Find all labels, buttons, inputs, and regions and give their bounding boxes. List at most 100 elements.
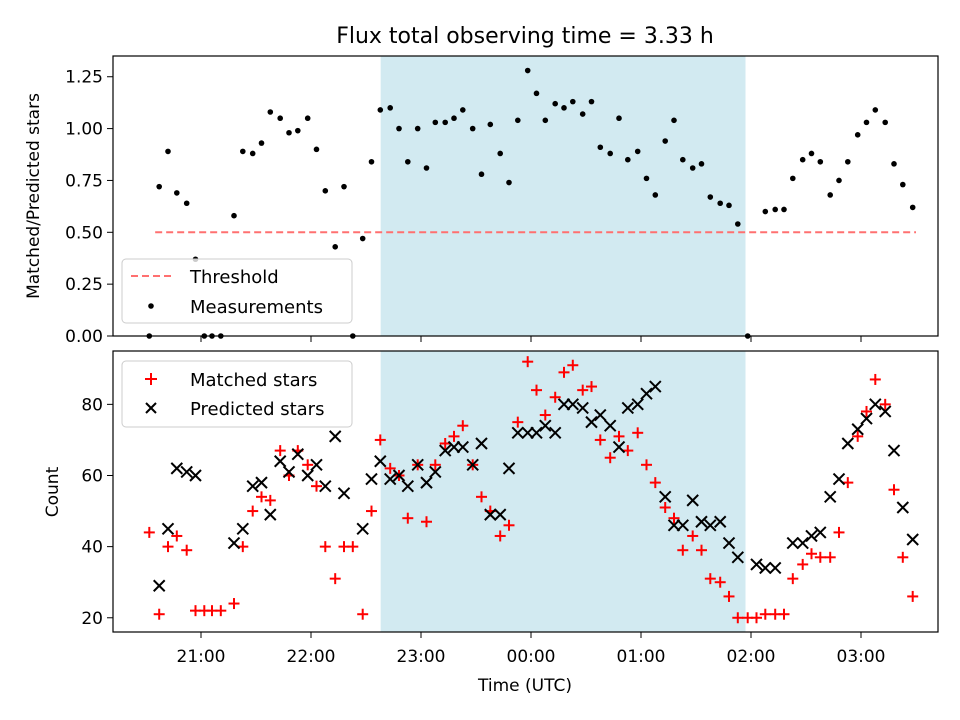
matched-stars-point <box>522 356 534 368</box>
measurement-point <box>497 150 504 157</box>
predicted-stars-point <box>273 455 287 468</box>
predicted-stars-point <box>814 526 827 539</box>
predicted-stars-point <box>420 476 433 489</box>
predicted-stars-point <box>878 405 892 418</box>
measurement-point <box>579 111 586 117</box>
predicted-stars-point <box>337 487 351 500</box>
predicted-stars-point <box>447 440 461 454</box>
predicted-stars-point <box>511 426 525 440</box>
measurement-point <box>808 150 815 157</box>
measurement-point <box>396 125 402 132</box>
matched-stars-point <box>531 384 542 396</box>
measurement-point <box>240 148 246 155</box>
predicted-stars-point <box>676 519 690 532</box>
predicted-stars-point <box>180 465 193 479</box>
predicted-stars-point <box>704 519 717 532</box>
matched-stars-point <box>374 434 386 446</box>
measurement-point <box>735 221 741 227</box>
matched-stars-point <box>797 558 809 570</box>
matched-stars-point <box>842 477 854 489</box>
predicted-stars-point <box>282 465 296 479</box>
predicted-stars-point <box>429 465 442 479</box>
measurement-point <box>258 140 265 146</box>
matched-stars-point <box>215 605 227 617</box>
predicted-stars-point <box>658 490 672 504</box>
predicted-stars-point <box>713 515 727 528</box>
ratio-y-tick-label: 1.00 <box>65 120 103 140</box>
predicted-stars-point <box>152 579 166 592</box>
predicted-stars-point <box>851 423 864 436</box>
measurement-point <box>332 244 339 250</box>
predicted-stars-point <box>585 415 598 429</box>
measurement-point <box>451 115 457 122</box>
matched-stars-point <box>181 544 193 556</box>
measurement-point <box>542 117 549 124</box>
predicted-stars-point <box>411 458 424 472</box>
matched-stars-point <box>759 608 771 620</box>
predicted-stars-point <box>356 522 369 536</box>
predicted-stars-point <box>502 462 516 475</box>
matched-stars-point <box>879 398 891 410</box>
ratio-y-tick-label: 1.25 <box>65 68 103 88</box>
measurement-point <box>762 208 769 215</box>
predicted-stars-point <box>557 398 571 411</box>
predicted-stars-point <box>667 519 681 532</box>
predicted-stars-point <box>466 458 479 472</box>
predicted-stars-point <box>484 508 497 521</box>
matched-stars-point <box>833 526 845 538</box>
predicted-stars-point <box>722 536 736 550</box>
measurement-point <box>267 109 274 115</box>
matched-stars-point <box>622 445 634 457</box>
matched-stars-point <box>171 530 183 542</box>
measurement-point <box>707 194 714 200</box>
matched-stars-point <box>787 573 799 585</box>
measurement-point <box>414 125 421 132</box>
x-tick-label: 01:00 <box>617 647 666 667</box>
matched-stars-point <box>366 505 377 517</box>
measurement-point <box>174 190 180 196</box>
ratio-legend: Threshold Measurements <box>121 258 353 324</box>
matched-stars-point <box>632 427 644 439</box>
predicted-stars-point <box>731 551 745 564</box>
x-tick-label: 00:00 <box>507 647 556 667</box>
predicted-stars-point <box>310 458 323 472</box>
matched-stars-point <box>402 512 414 524</box>
count-legend-box <box>121 360 353 428</box>
matched-stars-point <box>897 551 909 563</box>
predicted-stars-point <box>631 398 644 411</box>
count-y-tick-label: 40 <box>81 538 103 558</box>
predicted-stars-point <box>548 426 562 440</box>
predicted-stars-point <box>695 515 708 528</box>
predicted-stars-point <box>906 533 919 546</box>
predicted-stars-point <box>456 440 470 454</box>
measurement-point <box>588 98 595 105</box>
measurement-point <box>231 212 237 219</box>
matched-stars-point <box>384 462 396 474</box>
measurement-point <box>772 206 778 213</box>
legend-matched-label: Matched stars <box>190 370 317 391</box>
legend-predicted-label: Predicted stars <box>190 399 324 420</box>
predicted-stars-point <box>759 561 772 575</box>
matched-stars-point <box>503 519 515 531</box>
predicted-stars-point <box>576 401 589 415</box>
predicted-stars-point <box>860 412 873 425</box>
count-panel-frame <box>112 350 939 633</box>
predicted-stars-point <box>521 426 534 440</box>
matched-stars-point <box>512 416 524 428</box>
measurement-point <box>478 171 485 178</box>
predicted-stars-point <box>594 408 607 422</box>
measurement-point <box>827 192 833 198</box>
measurement-point <box>313 146 320 153</box>
measurement-point <box>561 105 567 111</box>
measurement-point <box>469 125 476 132</box>
measurement-point <box>836 177 842 184</box>
measurement-point <box>487 121 494 128</box>
matched-stars-point <box>907 590 919 602</box>
count-legend: Matched stars Predicted stars <box>121 360 353 428</box>
x-axis-label: Time (UTC) <box>477 676 572 696</box>
measurement-point <box>790 175 796 182</box>
matched-stars-point <box>888 484 900 496</box>
measurement-point <box>900 181 906 188</box>
matched-stars-point <box>806 548 817 560</box>
